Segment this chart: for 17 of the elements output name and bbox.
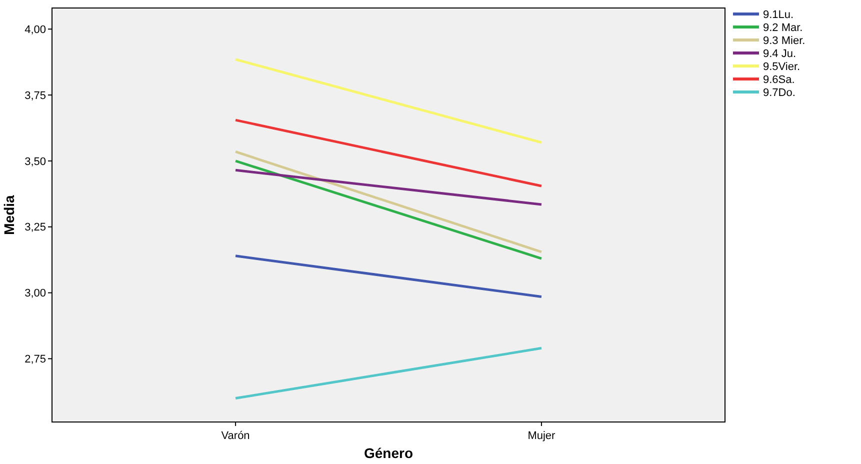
x-tick-label: Mujer xyxy=(528,430,556,442)
x-axis-title: Género xyxy=(364,445,414,461)
x-tick-label: Varón xyxy=(221,430,250,442)
legend-label: 9.1Lu. xyxy=(763,8,794,21)
legend-label: 9.5Vier. xyxy=(763,60,800,73)
y-tick-label: 2,75 xyxy=(24,354,46,366)
y-tick-label: 3,25 xyxy=(24,222,46,234)
y-axis-title: Media xyxy=(1,194,17,235)
y-tick-label: 4,00 xyxy=(24,24,46,36)
legend-label: 9.4 Ju. xyxy=(763,48,796,60)
y-tick-label: 3,50 xyxy=(24,156,46,168)
legend-label: 9.7Do. xyxy=(763,86,796,99)
y-tick-label: 3,75 xyxy=(24,90,46,102)
legend-label: 9.3 Mier. xyxy=(763,34,806,47)
legend-label: 9.6Sa. xyxy=(763,74,795,86)
legend-label: 9.2 Mar. xyxy=(763,22,803,34)
y-tick-label: 3,00 xyxy=(24,288,46,300)
